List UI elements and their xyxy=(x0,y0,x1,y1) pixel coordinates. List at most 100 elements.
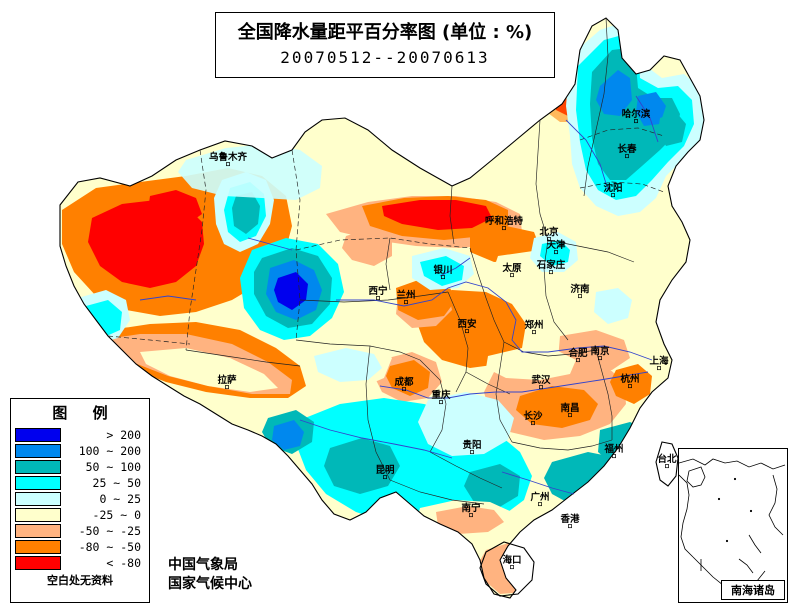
legend-entry-list: > 200 100 ~ 200 50 ~ 100 25 ~ 50 0 ~ 25 -25 ~… xyxy=(11,427,149,571)
legend-range-label: -50 ~ -25 xyxy=(78,524,141,538)
city-marker: 北京 xyxy=(539,226,559,242)
city-marker: 长春 xyxy=(617,143,637,159)
city-label: 香港 xyxy=(559,513,580,525)
city-label: 南京 xyxy=(590,345,610,357)
legend-range-label: < -80 xyxy=(106,556,141,570)
city-marker: 南昌 xyxy=(560,402,580,418)
city-marker: 哈尔滨 xyxy=(622,108,651,124)
city-marker: 南京 xyxy=(590,345,610,361)
credit-line-1: 中国气象局 xyxy=(168,557,238,573)
city-marker: 贵阳 xyxy=(462,439,482,455)
city-marker: 石家庄 xyxy=(536,259,566,275)
city-label: 乌鲁木齐 xyxy=(209,151,248,163)
city-marker: 郑州 xyxy=(524,319,544,335)
city-label: 成都 xyxy=(394,376,414,388)
legend-entry: < -80 xyxy=(15,555,145,571)
city-label: 武汉 xyxy=(531,374,551,386)
city-dot xyxy=(538,502,542,507)
city-dot xyxy=(549,270,553,275)
city-label: 兰州 xyxy=(396,289,415,301)
city-marker: 杭州 xyxy=(620,373,640,389)
city-marker: 福州 xyxy=(603,443,624,459)
rivers xyxy=(139,95,659,495)
city-label: 合肥 xyxy=(568,347,588,359)
legend-heading: 图 例 xyxy=(52,404,118,422)
city-marker: 银川 xyxy=(433,264,453,280)
legend-swatch xyxy=(15,492,61,506)
city-label: 海口 xyxy=(502,554,521,566)
legend-swatch xyxy=(15,508,61,522)
city-label: 天津 xyxy=(546,239,566,251)
legend-range-label: -25 ~ 0 xyxy=(92,508,141,522)
title-box: 全国降水量距平百分率图 (单位 : %) 20070512--20070613 xyxy=(215,12,555,78)
city-dot xyxy=(568,413,572,418)
legend-range-label: -80 ~ -50 xyxy=(78,540,141,554)
legend-swatch xyxy=(15,524,61,538)
city-label: 西安 xyxy=(457,318,477,330)
city-marker: 长沙 xyxy=(523,410,543,426)
city-dot xyxy=(383,475,387,480)
city-dot xyxy=(568,524,572,529)
legend-swatch xyxy=(15,460,61,474)
city-label: 福州 xyxy=(603,443,623,455)
city-dot xyxy=(376,296,380,301)
legend-swatch xyxy=(15,540,61,554)
city-dot xyxy=(439,400,443,405)
city-label: 济南 xyxy=(570,283,590,295)
city-dot xyxy=(657,366,661,371)
city-dot xyxy=(612,454,616,459)
city-dot xyxy=(502,226,506,231)
map-title: 全国降水量距平百分率图 (单位 : %) xyxy=(237,22,533,44)
inset-canvas xyxy=(679,449,787,602)
city-label: 长春 xyxy=(617,143,637,155)
legend-range-label: 0 ~ 25 xyxy=(99,492,141,506)
agency-credit: 中国气象局 国家气候中心 xyxy=(168,556,252,594)
city-label: 石家庄 xyxy=(536,259,566,271)
city-dot xyxy=(628,384,632,389)
legend-entry: -25 ~ 0 xyxy=(15,507,145,523)
city-dot xyxy=(611,193,615,198)
city-label: 太原 xyxy=(502,262,522,274)
legend-entry: 50 ~ 100 xyxy=(15,459,145,475)
city-dot xyxy=(531,421,535,426)
city-dot xyxy=(226,162,230,167)
city-marker: 武汉 xyxy=(531,374,551,390)
legend-entry: 25 ~ 50 xyxy=(15,475,145,491)
city-label: 西宁 xyxy=(368,285,388,297)
city-dot xyxy=(576,358,580,363)
city-dot xyxy=(510,273,514,278)
city-dot xyxy=(465,329,469,334)
city-dot xyxy=(634,119,638,124)
city-dot xyxy=(578,294,582,299)
legend-range-label: 100 ~ 200 xyxy=(78,444,141,458)
city-marker: 海口 xyxy=(502,554,522,570)
city-dot xyxy=(665,464,669,469)
city-label: 哈尔滨 xyxy=(622,108,651,120)
legend-swatch xyxy=(15,556,61,570)
legend-box: 图 例 > 200 100 ~ 200 50 ~ 100 25 ~ 50 0 ~ 25 -… xyxy=(10,398,150,603)
city-label: 呼和浩特 xyxy=(485,215,524,227)
city-label: 上海 xyxy=(649,355,669,367)
city-marker: 香港 xyxy=(559,513,580,529)
credit-line-2: 国家气候中心 xyxy=(168,575,252,592)
legend-swatch xyxy=(15,476,61,490)
legend-swatch xyxy=(15,444,61,458)
city-marker: 呼和浩特 xyxy=(485,215,524,231)
city-dot xyxy=(441,275,445,280)
city-marker: 乌鲁木齐 xyxy=(209,151,248,167)
legend-range-label: > 200 xyxy=(106,428,141,442)
city-marker: 昆明 xyxy=(375,465,395,480)
legend-entry: 0 ~ 25 xyxy=(15,491,145,507)
city-dot xyxy=(554,250,558,255)
legend-swatch xyxy=(15,428,61,442)
legend-entry: 100 ~ 200 xyxy=(15,443,145,459)
legend-entry: -50 ~ -25 xyxy=(15,523,145,539)
city-dot xyxy=(510,565,514,570)
city-dot xyxy=(402,387,406,392)
city-label: 贵阳 xyxy=(462,439,481,451)
city-label: 广州 xyxy=(530,491,549,503)
city-marker: 沈阳 xyxy=(603,182,623,198)
city-marker: 太原 xyxy=(502,262,522,278)
